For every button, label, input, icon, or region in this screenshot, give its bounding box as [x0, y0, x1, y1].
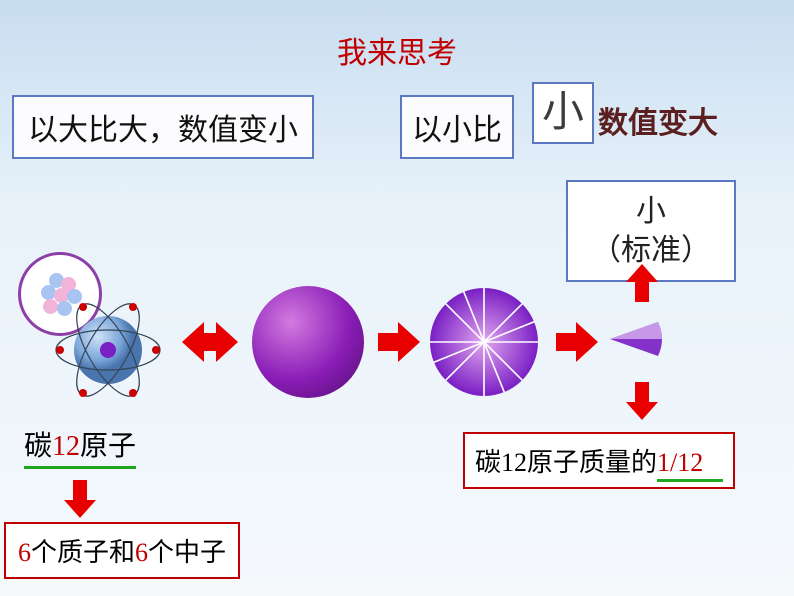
text: 原子	[80, 431, 136, 462]
fraction: 1/12	[657, 448, 703, 482]
segmented-sphere-icon	[430, 288, 538, 396]
arrow-up-icon	[626, 264, 658, 282]
n1: 6	[18, 538, 31, 567]
arrow-right-icon	[398, 322, 420, 362]
rule-right-box: 以小比	[400, 95, 514, 159]
n2: 6	[135, 538, 148, 567]
text: 碳12原子质量的	[475, 448, 657, 477]
num: 12	[52, 431, 80, 462]
rule-left-box: 以大比大，数值变小	[12, 95, 314, 159]
arrow-down-icon	[64, 500, 96, 518]
mass-box: 碳12原子质量的1/12	[463, 432, 735, 489]
text: 个质子和	[31, 538, 135, 567]
segment-icon	[608, 316, 668, 362]
standard-line1: 小	[568, 192, 734, 231]
arrow-right-icon	[576, 322, 598, 362]
sphere-icon	[252, 286, 364, 398]
rule-right-overlay: 小	[532, 82, 594, 144]
proton-neutron-box: 6个质子和6个中子	[4, 522, 240, 579]
carbon-label: 碳12原子	[24, 424, 136, 469]
page-title: 我来思考	[337, 28, 457, 72]
atom-icon	[48, 290, 168, 410]
rule-right-suffix: 数值变大	[598, 98, 718, 142]
arrow-down-icon	[626, 402, 658, 420]
text: 碳	[24, 431, 52, 462]
arrow-right-icon	[216, 322, 238, 362]
text: 个中子	[148, 538, 226, 567]
